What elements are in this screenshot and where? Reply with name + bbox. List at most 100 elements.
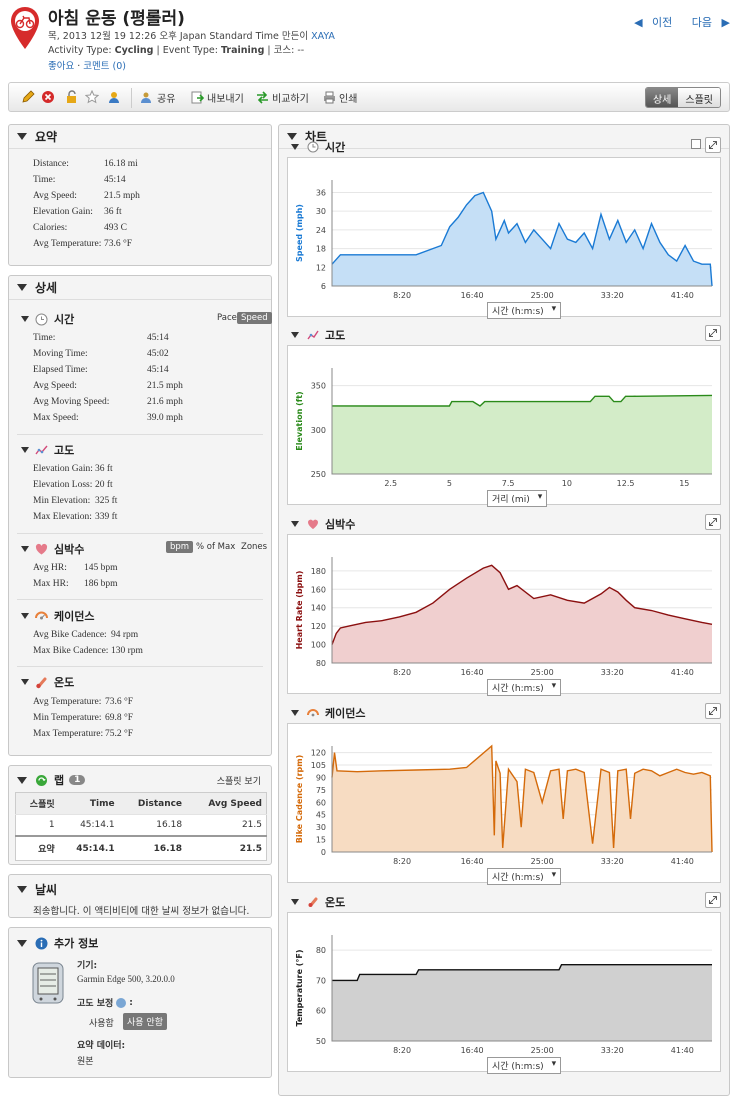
extra-info-title: 추가 정보	[54, 937, 99, 950]
stat-value: 36 ft	[95, 464, 113, 474]
favorite-star-icon[interactable]	[85, 90, 99, 104]
delete-icon[interactable]	[41, 90, 55, 104]
expand-chart-button[interactable]	[705, 892, 721, 908]
expand-chart-button[interactable]	[705, 514, 721, 530]
chart-header[interactable]: 고도	[291, 327, 345, 343]
edit-pencil-icon[interactable]	[21, 90, 35, 104]
chevron-down-icon: ▾	[551, 1059, 557, 1069]
x-axis-selector[interactable]: 거리 (mi) ▾	[487, 490, 548, 507]
temperature-section-title: 온도	[54, 676, 75, 689]
chart-header[interactable]: 시간	[291, 139, 345, 155]
chart-header[interactable]: 온도	[291, 894, 345, 910]
expand-chart-button[interactable]	[705, 703, 721, 719]
x-axis-selector-value: 시간 (h:m:s)	[492, 307, 544, 317]
stat-value: 145 bpm	[84, 563, 118, 573]
table-row[interactable]: 1 45:14.1 16.18 21.5	[15, 814, 267, 836]
speed-toggle[interactable]: Speed	[237, 312, 272, 324]
x-axis-selector[interactable]: 시간 (h:m:s) ▾	[487, 868, 562, 885]
stat-label: Avg Temperature:	[33, 239, 102, 249]
expand-chart-button[interactable]	[705, 325, 721, 341]
section-divider	[17, 434, 263, 435]
compare-button[interactable]: 비교하기	[256, 90, 309, 105]
chart-title: 케이던스	[325, 707, 366, 720]
x-tick-label: 25:00	[531, 1046, 554, 1055]
activity-header: 아침 운동 (평롤러) 목, 2013 12월 19 12:26 오후 Japa…	[8, 4, 734, 76]
expand-arrows-icon	[709, 707, 717, 715]
series-line[interactable]	[331, 394, 713, 407]
lock-icon[interactable]	[65, 90, 79, 104]
weather-message: 죄송합니다. 이 액티비티에 대한 날씨 정보가 없습니다.	[33, 906, 250, 917]
series-line[interactable]	[331, 964, 712, 982]
view-detail-tab[interactable]: 상세	[645, 88, 679, 107]
chart-title: 고도	[325, 329, 346, 342]
heart-section-header[interactable]: 심박수	[21, 541, 84, 557]
split-view-link[interactable]: 스플릿 보기	[216, 777, 261, 787]
stat-label: Max Elevation:	[33, 512, 92, 522]
stat-value: 339 ft	[95, 512, 118, 522]
x-axis-selector[interactable]: 시간 (h:m:s) ▾	[487, 1057, 562, 1074]
collapse-triangle-icon	[17, 886, 27, 893]
like-link[interactable]: 좋아요	[48, 61, 75, 72]
export-button[interactable]: 내보내기	[191, 90, 244, 105]
details-title: 상세	[35, 281, 58, 295]
elev-correction-on[interactable]: 사용함	[89, 1019, 114, 1029]
y-tick-label: 120	[311, 749, 326, 758]
extra-info-header[interactable]: 추가 정보	[17, 935, 98, 951]
chart-title: 심박수	[325, 518, 356, 531]
help-question-icon[interactable]	[116, 997, 127, 1008]
expand-arrows-icon	[709, 329, 717, 337]
stat-value: 73.6 °F	[105, 697, 134, 707]
print-button[interactable]: 인쇄	[323, 90, 357, 105]
time-section-header[interactable]: 시간	[21, 311, 74, 327]
x-axis-selector-value: 시간 (h:m:s)	[492, 1062, 544, 1072]
series-line[interactable]	[331, 191, 713, 287]
table-cell: 16.18	[118, 835, 187, 861]
x-tick-label: 33:20	[601, 291, 624, 300]
series-line[interactable]	[331, 564, 713, 645]
comment-link[interactable]: 코멘트 (0)	[83, 61, 126, 72]
elevation-section-header[interactable]: 고도	[21, 442, 74, 458]
prev-label: 이전	[652, 16, 673, 29]
expand-chart-button[interactable]	[705, 137, 721, 153]
view-split-tab[interactable]: 스플릿	[678, 88, 720, 107]
temperature-section-header[interactable]: 온도	[21, 674, 74, 690]
zones-toggle[interactable]: Zones	[241, 542, 268, 552]
author-link[interactable]: XAYA	[311, 31, 335, 42]
x-axis-selector[interactable]: 시간 (h:m:s) ▾	[487, 679, 562, 696]
x-tick-label: 16:40	[461, 1046, 484, 1055]
x-tick-label: 16:40	[461, 857, 484, 866]
weather-header[interactable]: 날씨	[17, 881, 57, 898]
y-tick-label: 30	[316, 823, 326, 832]
stat-label: Min Elevation:	[33, 496, 91, 506]
y-tick-label: 60	[316, 798, 326, 807]
charts-header[interactable]: 차트	[279, 125, 729, 149]
pct-max-toggle[interactable]: % of Max	[196, 542, 236, 552]
laps-panel: 랩 1 스플릿 보기 스플릿 Time Distance Avg Speed 1 45:…	[8, 765, 272, 865]
chart-axes	[331, 557, 712, 664]
next-link[interactable]: 다음 ▶	[686, 16, 730, 29]
charts-panel: 차트 평균 시간612182430368:2016:4025:0033:2041…	[278, 124, 730, 1096]
average-checkbox[interactable]	[691, 138, 702, 149]
cadence-section-header[interactable]: 케이던스	[21, 608, 94, 624]
summary-header[interactable]: 요약	[9, 125, 271, 149]
x-tick-label: 41:40	[671, 668, 694, 677]
prev-link[interactable]: ◀ 이전	[628, 16, 672, 29]
x-axis-selector[interactable]: 시간 (h:m:s) ▾	[487, 302, 562, 319]
stat-label: Avg Speed:	[33, 191, 77, 201]
pace-toggle[interactable]: Pace	[217, 313, 237, 323]
laps-header[interactable]: 랩 1	[17, 772, 86, 788]
series-line[interactable]	[331, 744, 713, 853]
chart-svg: 6 12 18 24 30 36 8:20 16:40 25:00 33:20 41:40 Speed…	[295, 180, 713, 300]
x-tick-label: 33:20	[601, 668, 624, 677]
chart-header[interactable]: 케이던스	[291, 705, 365, 721]
details-header[interactable]: 상세	[9, 276, 271, 300]
x-tick-label: 41:40	[671, 1046, 694, 1055]
bpm-toggle[interactable]: bpm	[166, 541, 194, 553]
clock-icon	[307, 141, 319, 153]
page-title: 아침 운동 (평롤러)	[48, 9, 185, 29]
weather-panel: 날씨 죄송합니다. 이 액티비티에 대한 날씨 정보가 없습니다.	[8, 874, 272, 918]
chart-header[interactable]: 심박수	[291, 516, 355, 532]
share-button[interactable]: 공유	[141, 90, 175, 105]
badge-person-icon[interactable]	[107, 90, 121, 104]
elev-correction-off[interactable]: 사용 안함	[123, 1013, 167, 1030]
